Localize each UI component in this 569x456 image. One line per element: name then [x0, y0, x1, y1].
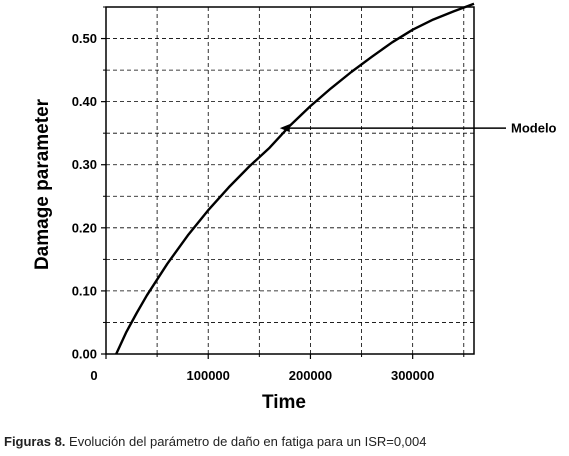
grid: [106, 6, 474, 354]
annotation-arrowhead: [279, 124, 290, 133]
x-tick-label: 100000: [187, 368, 230, 383]
figure-caption: Figuras 8. Evolución del parámetro de da…: [4, 434, 426, 449]
y-tick-label: 0.50: [72, 31, 97, 46]
y-tick-label: 0.20: [72, 220, 97, 235]
chart: 0.00 0.10 0.20 0.30 0.40 0.50 0 100000 200000 300…: [32, 2, 557, 413]
annotation-label: Modelo: [511, 121, 557, 136]
x-tick-label: 300000: [391, 368, 434, 383]
damage-curve: [115, 2, 475, 355]
caption-text: Evolución del parámetro de daño en fatig…: [65, 434, 427, 449]
plot-frame: [105, 6, 475, 355]
x-axis-label: Time: [262, 392, 306, 413]
tick-labels: 0.00 0.10 0.20 0.30 0.40 0.50 0 100000 200000 300…: [72, 31, 435, 383]
caption-label: Figuras 8.: [4, 434, 66, 449]
y-tick-label: 0.00: [72, 347, 97, 362]
series: [115, 2, 475, 355]
y-tick-label: 0.30: [72, 157, 97, 172]
y-axis-label: Damage parameter: [32, 98, 53, 270]
x-tick-label: 0: [90, 368, 97, 383]
axes: [101, 6, 475, 359]
y-tick-label: 0.40: [72, 94, 97, 109]
y-tick-label: 0.10: [72, 283, 97, 298]
annotations: Modelo: [279, 121, 557, 136]
x-tick-label: 200000: [289, 368, 332, 383]
